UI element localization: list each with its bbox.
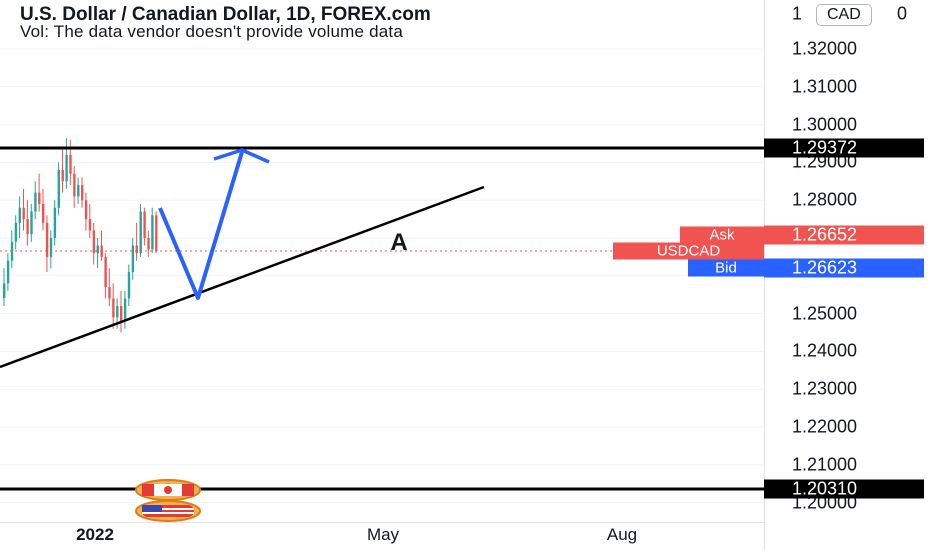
price-tick: 1.25000 [792,303,858,324]
candle-body [81,185,84,201]
candle-body [6,260,10,284]
price-tick: 1.24000 [792,340,858,361]
candle-body [112,298,115,318]
candle-body [155,215,158,252]
ask-price-tag: 1.26652 [764,225,924,245]
candle-body [96,245,99,254]
candle-body [26,219,29,235]
candle-body [131,245,135,273]
candle-body [147,238,150,250]
candle-body [14,222,18,242]
candle-body [73,173,76,197]
price-tick: 1.28000 [792,189,858,210]
candle-body [116,306,119,318]
projection-arrowhead [213,148,270,164]
symbol-label: USDCAD [613,242,764,260]
price-tick: 0 [897,3,908,24]
time-label-2022: 2022 [76,525,114,544]
candle-body [45,222,49,257]
candle-body [3,283,6,299]
currency-selector[interactable]: CAD [816,4,872,26]
ca-flag-icon[interactable] [135,479,201,501]
candle-body [57,169,60,208]
candle-body [120,306,123,322]
candle-body [135,245,138,254]
projection-path [158,151,244,300]
time-axis[interactable]: 2022 May Aug [0,522,764,550]
price-tick: 1 [792,3,803,24]
us-flag-icon[interactable] [135,500,201,522]
candle-body [53,207,57,238]
candle-body [65,154,68,182]
wave-label-a: A [390,229,407,256]
price-tick: 1.21000 [792,454,858,475]
volume-note: Vol: The data vendor doesn't provide vol… [20,22,404,41]
grid [0,48,764,504]
candle-body [139,211,142,254]
bid-label: Bid [688,259,764,277]
time-label-may: May [366,525,400,544]
candle-body [30,211,33,235]
trendline [0,185,485,369]
candle-body [88,219,92,231]
candle-body [127,272,131,299]
candle-body [49,238,53,257]
support-price-tag: 1.20310 [764,479,924,499]
bid-price-tag: 1.26623 [764,258,924,278]
candle-body [123,298,127,322]
candle-body [151,215,154,250]
price-tick: 1.22000 [792,416,858,437]
candle-body [38,192,41,204]
price-tick: 1.23000 [792,378,858,399]
price-axis[interactable]: 1 0 CAD 1.32000 1.31000 1.30000 1.29000 1.28… [764,0,932,550]
candle-body [69,154,72,174]
candle-body [104,256,107,288]
resistance-price-tag: 1.29372 [764,138,924,158]
candle-body [108,287,111,299]
chart-area[interactable]: A U.S. Dollar / Canadian Dollar, 1D, FOR… [0,0,764,522]
price-tick: 1.32000 [792,38,858,59]
candle-body [61,169,64,182]
time-label-aug: Aug [606,525,638,544]
candle-body [143,211,146,238]
candle-body [22,207,25,220]
candle-body [84,200,88,220]
candle-body [34,192,37,212]
candle-body [18,207,21,223]
price-tick: 1.31000 [792,76,858,97]
candlestick-series [3,138,158,333]
ask-label: Ask [680,226,764,244]
candle-body [77,185,80,197]
candle-body [42,203,45,223]
price-chart[interactable]: A [0,0,764,522]
price-tick: 1.30000 [792,114,858,135]
symbol-title: U.S. Dollar / Canadian Dollar, 1D, FOREX… [20,4,431,25]
candle-body [92,230,96,254]
